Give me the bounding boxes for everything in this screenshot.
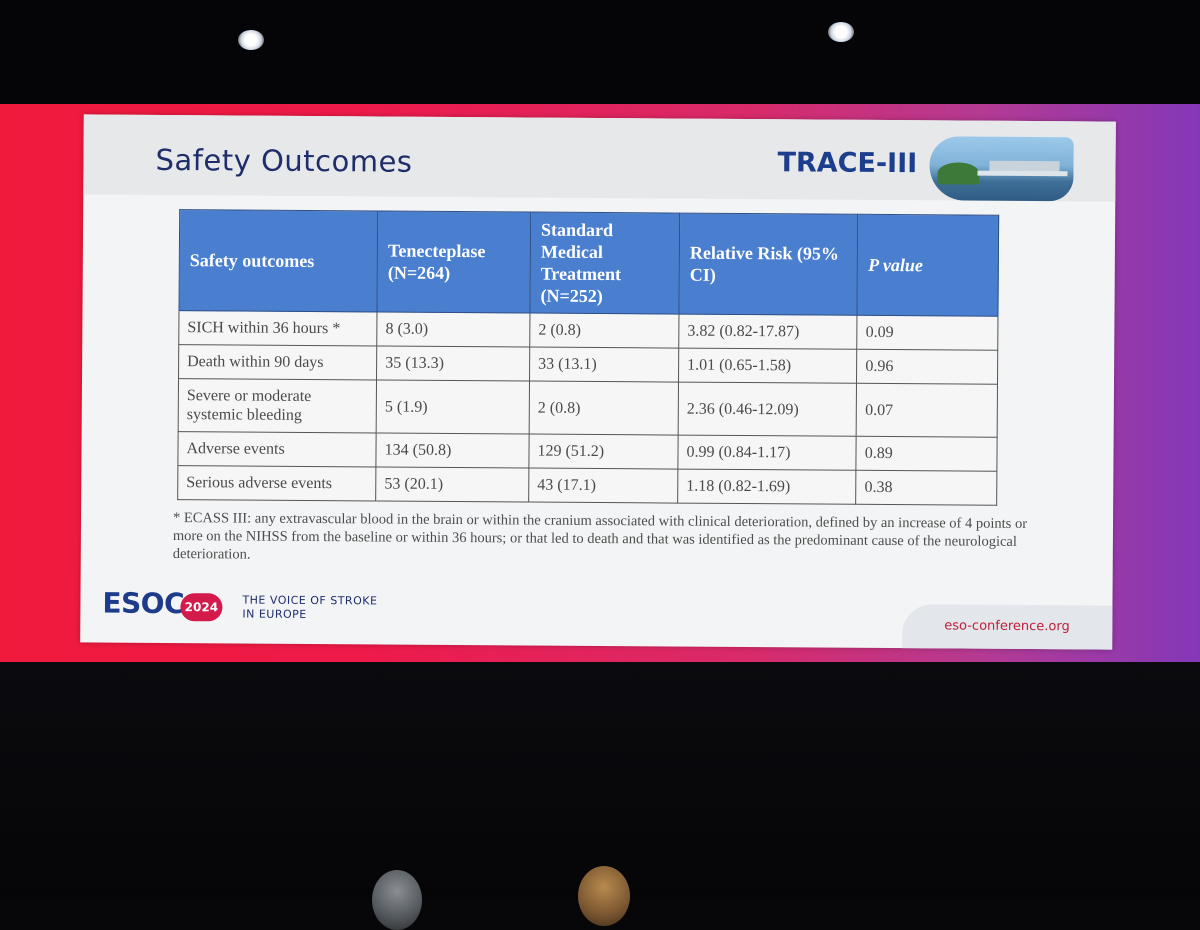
trial-logo: TRACE-III bbox=[777, 135, 1077, 203]
tagline-line-1: THE VOICE OF STROKE bbox=[242, 593, 378, 608]
cell-standard: 2 (0.8) bbox=[529, 313, 679, 349]
slide-title: Safety Outcomes bbox=[155, 142, 413, 179]
cell-tenecteplase: 8 (3.0) bbox=[376, 311, 530, 348]
audience-head-right bbox=[578, 866, 630, 926]
table-row: Serious adverse events 53 (20.1) 43 (17.… bbox=[177, 465, 997, 506]
cell-outcome: Adverse events bbox=[177, 431, 377, 467]
safety-outcomes-table: Safety outcomes Tenecteplase (N=264) Sta… bbox=[177, 209, 999, 506]
island-trees bbox=[937, 162, 980, 185]
cell-relative-risk: 1.01 (0.65-1.58) bbox=[678, 348, 858, 384]
cell-tenecteplase: 35 (13.3) bbox=[376, 345, 530, 382]
esoc-logo: ESOC 2024 bbox=[102, 586, 223, 622]
cell-standard: 129 (51.2) bbox=[528, 434, 679, 470]
cell-standard: 33 (13.1) bbox=[529, 347, 679, 383]
cell-p-value: 0.09 bbox=[857, 315, 998, 351]
table-row: SICH within 36 hours * 8 (3.0) 2 (0.8) 3… bbox=[178, 310, 998, 351]
ceiling-light-right bbox=[828, 22, 854, 42]
table-row: Severe or moderate systemic bleeding 5 (… bbox=[178, 378, 998, 438]
tagline: THE VOICE OF STROKE IN EUROPE bbox=[242, 594, 377, 623]
city-photo bbox=[929, 136, 1074, 202]
header-standard-treatment: Standard Medical Treatment (N=252) bbox=[529, 212, 680, 315]
ceiling-light-left bbox=[238, 30, 264, 50]
cell-outcome: SICH within 36 hours * bbox=[178, 310, 378, 346]
cell-p-value: 0.89 bbox=[856, 436, 998, 472]
conference-url-tab: eso-conference.org bbox=[902, 604, 1113, 650]
tagline-line-2: IN EUROPE bbox=[242, 607, 307, 621]
header-p-value: P value bbox=[857, 214, 999, 317]
cell-tenecteplase: 134 (50.8) bbox=[376, 432, 530, 469]
esoc-logo-text: ESOC bbox=[102, 586, 185, 621]
cell-relative-risk: 2.36 (0.46-12.09) bbox=[678, 382, 857, 437]
header-relative-risk: Relative Risk (95% CI) bbox=[678, 213, 858, 316]
cell-outcome: Serious adverse events bbox=[177, 465, 377, 501]
cell-p-value: 0.07 bbox=[856, 383, 998, 438]
cell-standard: 2 (0.8) bbox=[529, 381, 679, 436]
audience-head-left bbox=[372, 870, 422, 930]
cell-relative-risk: 1.18 (0.82-1.69) bbox=[677, 469, 857, 505]
header-safety-outcomes: Safety outcomes bbox=[178, 209, 378, 312]
cell-standard: 43 (17.1) bbox=[528, 468, 678, 504]
trial-logo-text: TRACE-III bbox=[777, 147, 918, 180]
conference-url: eso-conference.org bbox=[944, 618, 1070, 635]
presentation-slide: Safety Outcomes TRACE-III Safety outcome… bbox=[80, 114, 1116, 650]
table-header-row: Safety outcomes Tenecteplase (N=264) Sta… bbox=[178, 209, 999, 317]
header-tenecteplase: Tenecteplase (N=264) bbox=[377, 210, 531, 314]
cell-outcome: Death within 90 days bbox=[178, 344, 377, 380]
ceiling bbox=[0, 0, 1200, 105]
cell-p-value: 0.96 bbox=[856, 349, 998, 385]
cell-relative-risk: 0.99 (0.84-1.17) bbox=[677, 435, 857, 471]
cell-tenecteplase: 53 (20.1) bbox=[375, 466, 529, 503]
cell-outcome: Severe or moderate systemic bleeding bbox=[178, 378, 377, 433]
cell-relative-risk: 3.82 (0.82-17.87) bbox=[678, 314, 858, 350]
esoc-year-badge: 2024 bbox=[180, 593, 223, 622]
cell-p-value: 0.38 bbox=[855, 470, 997, 506]
cell-tenecteplase: 5 (1.9) bbox=[376, 379, 530, 435]
stage-area bbox=[0, 662, 1200, 900]
footnote: * ECASS III: any extravascular blood in … bbox=[172, 510, 1028, 563]
table-row: Adverse events 134 (50.8) 129 (51.2) 0.9… bbox=[177, 431, 998, 472]
table-row: Death within 90 days 35 (13.3) 33 (13.1)… bbox=[178, 344, 998, 385]
bridge bbox=[977, 170, 1068, 177]
